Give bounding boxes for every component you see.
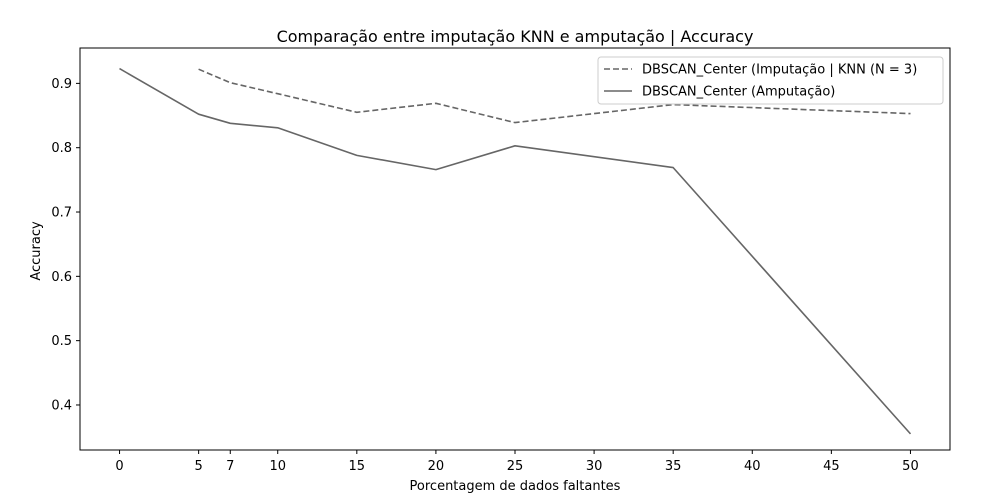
legend-box [597,56,944,105]
x-tick-label: 0 [115,459,123,474]
axes-frame [79,47,951,451]
legend-entry-label: DBSCAN_Center (Imputação | KNN (N = 3) [642,63,917,78]
x-axis-label: Porcentagem de dados faltantes [410,479,621,494]
series-layer [119,67,912,435]
x-tick-label: 20 [428,459,445,474]
legend: DBSCAN_Center (Imputação | KNN (N = 3) DB… [597,56,944,105]
y-tick-label: 0.6 [51,270,72,285]
x-tick-label: 40 [744,459,761,474]
legend-entry-label: DBSCAN_Center (Amputação) [642,85,835,100]
x-tick-label: 5 [194,459,202,474]
y-axis-ticks: 0.4 0.5 0.6 0.7 0.8 0.9 [51,77,80,413]
x-tick-label: 25 [507,459,524,474]
x-tick-label: 45 [823,459,840,474]
series-line-amputacao [119,67,912,435]
x-tick-label: 15 [349,459,366,474]
y-tick-label: 0.4 [51,398,72,413]
x-tick-label: 35 [665,459,682,474]
y-axis-label: Accuracy [29,221,44,281]
x-tick-label: 50 [902,459,919,474]
y-tick-label: 0.5 [51,334,72,349]
y-tick-label: 0.9 [51,77,72,92]
x-tick-label: 7 [226,459,234,474]
chart-title: Comparação entre imputação KNN e amputaç… [277,27,754,46]
y-tick-label: 0.8 [51,141,72,156]
x-tick-label: 10 [269,459,286,474]
axes-border [79,47,951,451]
x-tick-label: 30 [586,459,603,474]
x-axis-ticks: 0 5 7 10 15 20 25 30 35 40 45 50 [115,450,919,474]
y-tick-label: 0.7 [51,206,72,221]
